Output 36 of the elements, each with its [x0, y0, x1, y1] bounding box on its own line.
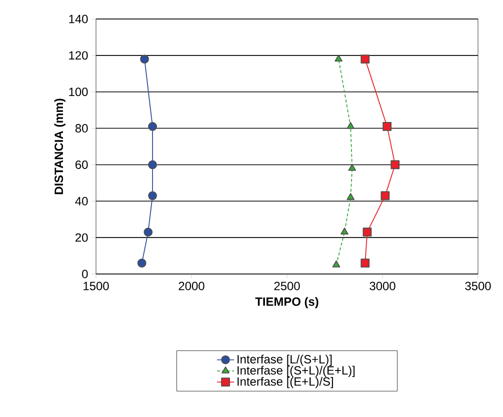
point	[362, 228, 372, 237]
x-tick-label: 3500	[465, 282, 491, 290]
point	[346, 122, 355, 129]
point	[148, 122, 157, 131]
point	[346, 193, 355, 200]
point	[140, 54, 149, 64]
y-tick-label: 140	[69, 14, 88, 24]
point	[148, 160, 157, 170]
point	[360, 54, 370, 64]
legend-label: Interfase [L/(S+L)]	[238, 354, 332, 366]
x-tick-label: 2000	[178, 282, 204, 290]
y-tick-label: 40	[75, 196, 88, 206]
legend-label: Interfase [(E+L)/S]	[238, 377, 333, 388]
y-tick-label: 20	[76, 233, 88, 242]
y-tick-label: 60	[76, 160, 88, 169]
point	[137, 258, 146, 268]
point	[332, 260, 340, 268]
x-axis-title: TIEMPO (s)	[255, 297, 318, 308]
point	[348, 164, 356, 171]
point	[340, 228, 348, 235]
point	[148, 191, 157, 200]
x-tick-label: 3000	[370, 282, 396, 290]
y-axis-title: DISTANCIA (mm)	[54, 98, 66, 194]
point	[360, 258, 370, 268]
point	[380, 191, 390, 200]
y-tick-label: 120	[69, 51, 88, 60]
point	[382, 122, 392, 131]
point	[144, 228, 153, 237]
y-tick-label: 100	[69, 88, 88, 96]
x-tick-label: 2500	[274, 282, 300, 290]
point	[334, 54, 342, 62]
y-tick-label: 80	[75, 124, 88, 133]
y-tick-label: 0	[82, 270, 88, 278]
legend-label: Interfase [(S+L)/(E+L)]	[238, 366, 355, 377]
point	[390, 160, 400, 170]
x-tick-label: 1500	[84, 282, 109, 290]
